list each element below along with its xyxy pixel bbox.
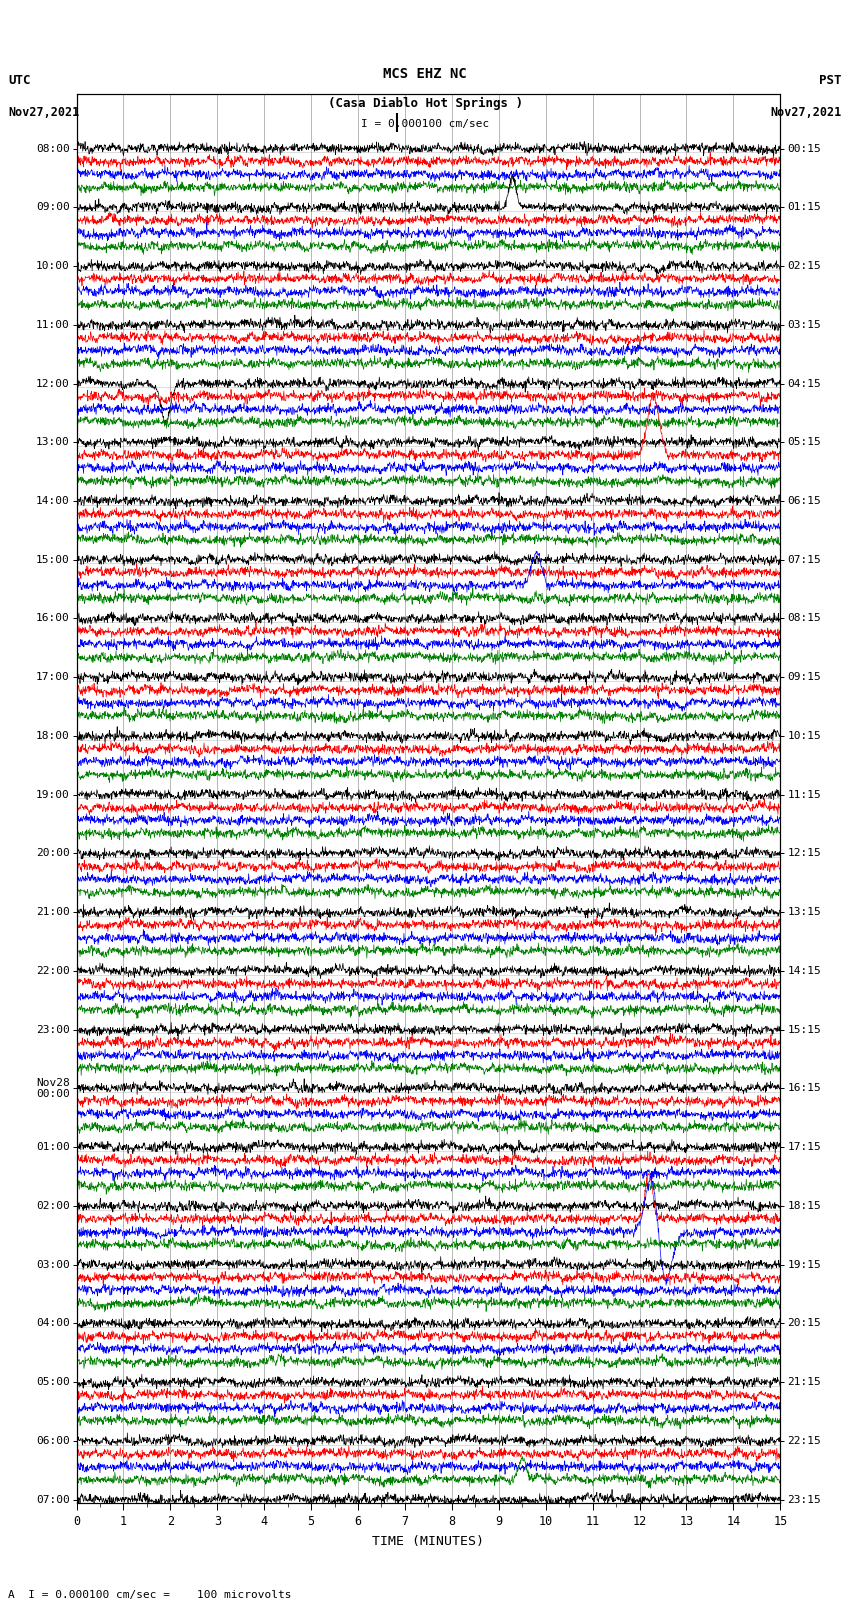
Text: MCS EHZ NC: MCS EHZ NC <box>383 66 467 81</box>
Text: Nov27,2021: Nov27,2021 <box>8 106 80 119</box>
Text: I = 0.000100 cm/sec: I = 0.000100 cm/sec <box>361 119 489 129</box>
Text: PST: PST <box>819 74 842 87</box>
Text: UTC: UTC <box>8 74 31 87</box>
X-axis label: TIME (MINUTES): TIME (MINUTES) <box>372 1536 484 1548</box>
Text: (Casa Diablo Hot Springs ): (Casa Diablo Hot Springs ) <box>327 97 523 110</box>
Text: A  I = 0.000100 cm/sec =    100 microvolts: A I = 0.000100 cm/sec = 100 microvolts <box>8 1590 292 1600</box>
Text: Nov27,2021: Nov27,2021 <box>770 106 842 119</box>
